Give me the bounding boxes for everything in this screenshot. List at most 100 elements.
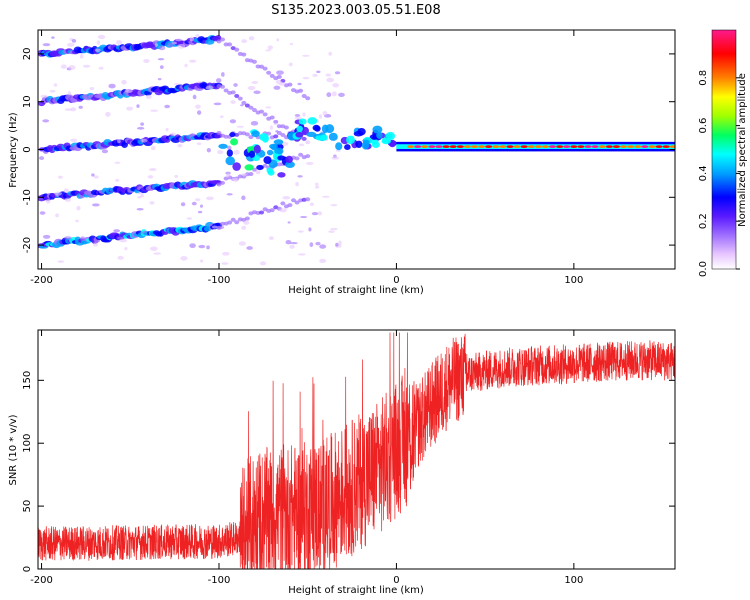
spectrogram-cell	[357, 127, 366, 136]
snr-ytick-label: 150	[22, 371, 33, 390]
spectrogram-cell	[298, 152, 304, 157]
spectrogram-cell	[119, 238, 128, 243]
spectrogram-cell	[233, 177, 239, 182]
spectrogram-cell	[273, 85, 281, 90]
spectrogram-cell	[205, 85, 214, 90]
spectrogram-cell	[298, 88, 304, 93]
spectrogram-cell	[49, 89, 56, 93]
spectrogram-cell	[198, 244, 206, 249]
spectrogram-cell	[221, 72, 225, 77]
spectrogram-cell	[40, 94, 48, 98]
spectrogram-cell	[223, 88, 229, 93]
spectrogram-cell	[253, 90, 261, 95]
spectrogram-cell	[301, 54, 310, 57]
spectrogram-cell	[229, 132, 236, 138]
spectrogram-cell	[506, 145, 514, 149]
spectrogram-cell	[442, 145, 450, 149]
spectrogram-cell	[116, 40, 122, 45]
spectrogram-cell	[159, 65, 164, 69]
spectrogram-cell	[322, 195, 330, 198]
spectrogram-ylabel: Frequency (Hz)	[8, 112, 19, 188]
spectrogram-cell	[301, 93, 307, 98]
spectrogram-cell	[273, 139, 284, 145]
spectrogram-cell	[64, 236, 72, 240]
spectrogram-cell	[237, 131, 243, 136]
spectrogram-cell	[305, 197, 311, 202]
spectrogram-cell	[241, 225, 247, 230]
spectrogram-cell	[250, 121, 259, 126]
spectrogram-cell	[297, 230, 304, 233]
spectrogram-cell	[605, 145, 613, 149]
spectrogram-cell	[136, 126, 145, 130]
spectrogram-cell	[241, 173, 247, 177]
spectrogram-cell	[291, 198, 297, 203]
spectrogram-cell	[262, 112, 268, 117]
spectrogram-cell	[259, 261, 267, 266]
spectrogram-cell	[306, 131, 317, 138]
snr-xlabel: Height of straight line (km)	[288, 585, 424, 596]
spectrogram-cell	[305, 161, 314, 165]
spectrogram-cell	[175, 38, 183, 42]
spectrogram-cell	[463, 145, 471, 149]
spectrogram-cell	[79, 54, 84, 59]
spectrogram-cell	[326, 77, 335, 83]
spectrogram-cell	[305, 154, 311, 159]
spectrogram-cell	[269, 143, 278, 150]
spectrogram-cell	[226, 173, 230, 178]
spectrogram-cell	[138, 192, 142, 195]
snr-xtick-label: 100	[564, 575, 583, 586]
spectrogram-cell	[117, 255, 124, 260]
colorbar-tick-label: 0.6	[698, 118, 709, 134]
spectrogram-cell	[149, 201, 155, 205]
spectrogram-cell	[196, 142, 202, 145]
spectrogram-cell	[98, 66, 104, 70]
spectrogram-cell	[309, 202, 314, 207]
spectrogram-cell	[627, 145, 635, 149]
spectrogram-cell	[263, 156, 272, 165]
spectrogram-cell	[285, 239, 292, 245]
spectrogram-cell	[206, 147, 211, 153]
spectrogram-cell	[238, 241, 246, 246]
spectrogram-cell	[197, 210, 203, 214]
spectrogram-cell	[273, 122, 279, 126]
spectrogram-cell	[315, 241, 321, 246]
spectrogram-cell	[499, 145, 507, 149]
spectrogram-cell	[58, 175, 63, 179]
spectrogram-cell	[262, 163, 268, 168]
spectrogram-cell	[662, 145, 670, 149]
spectrogram-cell	[273, 119, 279, 124]
spectrogram-cell	[236, 125, 244, 128]
spectrogram-cell	[282, 141, 289, 147]
spectrogram-cell	[115, 178, 120, 182]
spectrogram-cell	[296, 125, 303, 133]
spectrogram-cell	[287, 221, 291, 224]
spectrogram-cell	[294, 114, 301, 117]
spectrogram-cell	[223, 134, 229, 139]
spectrogram-cell	[328, 51, 333, 56]
spectrogram-cell	[78, 105, 83, 109]
spectrogram-cell	[435, 145, 443, 149]
spectrogram-cell	[314, 185, 320, 189]
spectrogram-cell	[244, 164, 254, 171]
spectrogram-cell	[268, 236, 274, 241]
spectrogram-cell	[279, 208, 287, 213]
spectrogram-cell	[195, 33, 200, 38]
spectrogram-cell	[71, 39, 77, 43]
spectrogram-cell	[577, 145, 585, 149]
spectrogram-cell	[82, 64, 91, 68]
spectrogram-cell	[255, 64, 261, 69]
spectrogram-cell	[298, 118, 307, 125]
spectrogram-cell	[256, 164, 264, 171]
spectrogram-cell	[66, 42, 75, 47]
spectrogram-cell	[267, 169, 275, 176]
spectrogram-cell	[325, 73, 332, 77]
spectrogram-cell	[241, 100, 247, 105]
spectrogram-cell	[294, 116, 302, 120]
spectrogram-cell	[641, 145, 649, 149]
spectrogram-cell	[330, 204, 338, 207]
spectrogram-cell	[269, 73, 275, 78]
spectrogram-cell	[121, 79, 127, 85]
spectrogram-cell	[456, 145, 464, 149]
spectrogram-cell	[220, 84, 226, 89]
spectrogram-cell	[149, 246, 158, 252]
